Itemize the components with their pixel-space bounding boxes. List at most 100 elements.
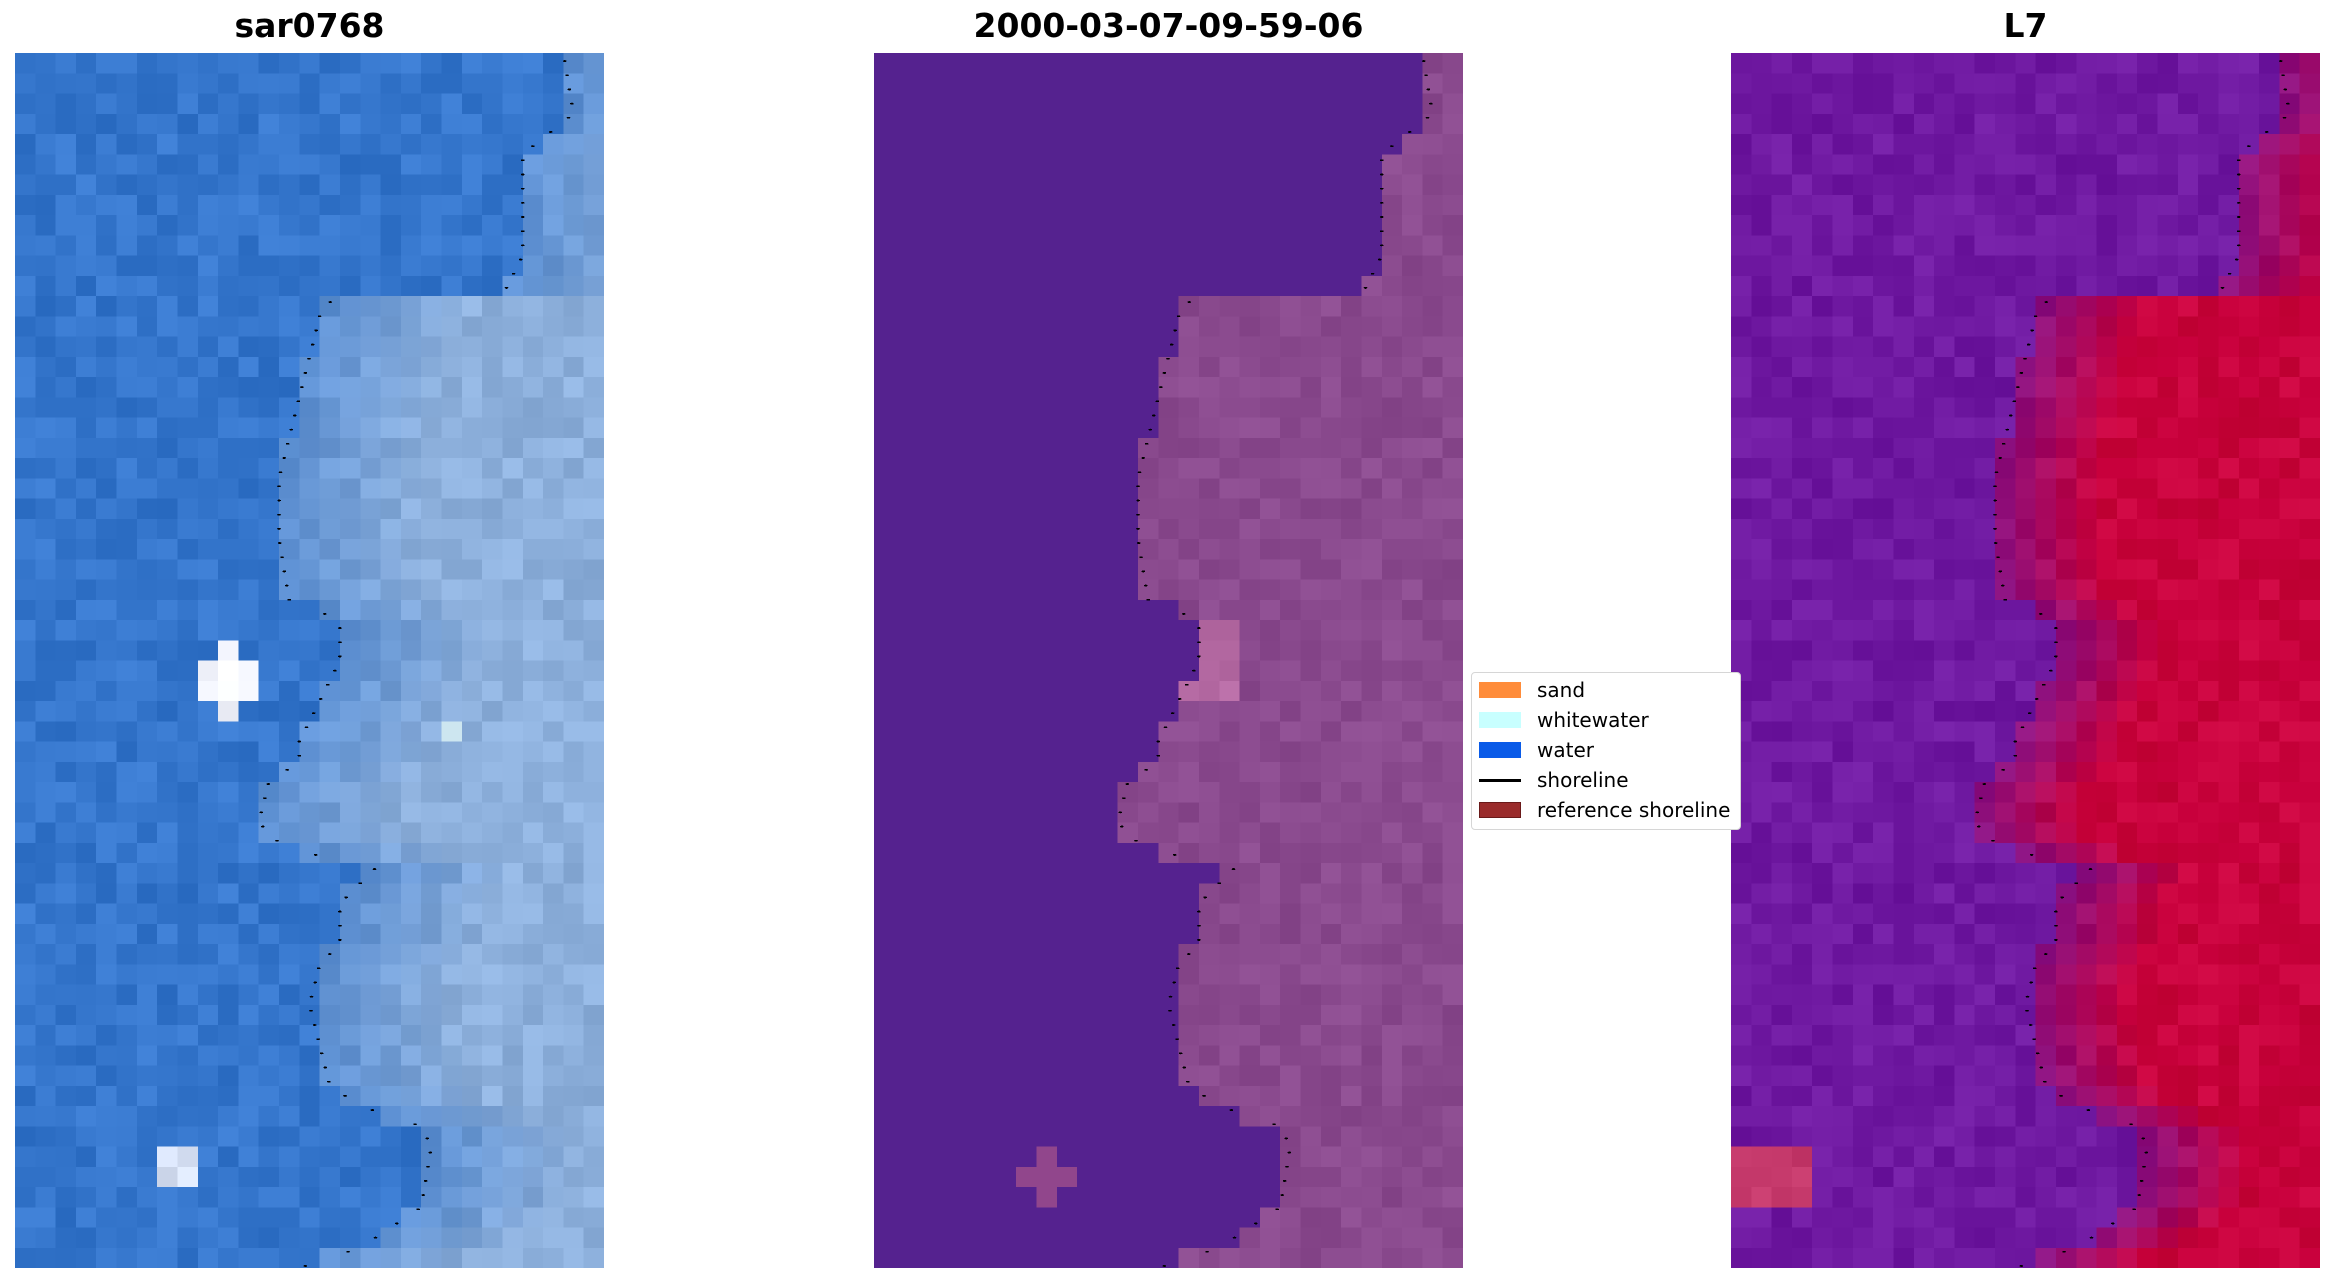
- pixel: [1036, 620, 1058, 641]
- pixel: [96, 579, 117, 601]
- pixel: [2076, 437, 2097, 459]
- pixel: [1791, 579, 1813, 601]
- pixel: [955, 842, 976, 864]
- pixel: [35, 113, 57, 135]
- pixel: [1300, 842, 1322, 864]
- pixel: [177, 923, 199, 945]
- pixel: [339, 1106, 361, 1127]
- pixel: [1259, 1207, 1281, 1228]
- pixel: [2015, 93, 2037, 115]
- pixel: [2157, 680, 2179, 702]
- pixel: [1138, 1207, 1159, 1228]
- pixel: [1077, 458, 1098, 479]
- pixel: [1280, 397, 1301, 418]
- pixel: [2055, 741, 2077, 763]
- pixel: [1036, 1025, 1058, 1046]
- pixel: [1893, 802, 1915, 823]
- pixel: [360, 518, 381, 540]
- pixel: [934, 1207, 956, 1228]
- pixel: [441, 215, 463, 236]
- pixel: [1995, 620, 2016, 641]
- pixel: [1219, 478, 1240, 499]
- pixel: [96, 377, 117, 398]
- pixel: [1219, 1004, 1240, 1026]
- pixel: [279, 984, 300, 1006]
- pixel: [279, 1187, 300, 1208]
- pixel: [1056, 397, 1078, 418]
- pixel: [2096, 498, 2118, 520]
- pixel: [400, 154, 422, 175]
- shoreline-dot: [309, 995, 314, 998]
- pixel: [380, 944, 402, 965]
- pixel: [2015, 215, 2037, 236]
- pixel: [15, 275, 36, 297]
- pixel: [15, 478, 36, 499]
- pixel: [995, 863, 1017, 884]
- pixel: [563, 1247, 585, 1268]
- pixel: [1954, 761, 1976, 783]
- pixel: [1812, 903, 1833, 925]
- pixel: [1320, 923, 1342, 945]
- pixel: [1974, 741, 1996, 763]
- pixel: [894, 802, 916, 823]
- pixel: [238, 478, 260, 499]
- pixel: [1934, 883, 1955, 904]
- pixel: [1158, 539, 1180, 560]
- pixel: [1097, 53, 1119, 74]
- pixel: [218, 1146, 239, 1168]
- pixel: [441, 964, 463, 985]
- pixel: [1158, 721, 1180, 742]
- pixel: [1178, 478, 1200, 499]
- pixel: [400, 903, 422, 925]
- pixel: [136, 417, 158, 439]
- shoreline-dot: [421, 1194, 426, 1197]
- pixel: [2035, 842, 2057, 864]
- pixel: [1791, 903, 1813, 925]
- pixel: [441, 1085, 463, 1107]
- pixel: [1995, 599, 2016, 621]
- pixel: [35, 680, 57, 702]
- pixel: [400, 944, 422, 965]
- pixel: [522, 944, 544, 965]
- pixel: [1381, 397, 1403, 418]
- pixel: [55, 559, 77, 580]
- pixel: [319, 174, 341, 196]
- pixel: [1036, 1146, 1058, 1168]
- pixel: [1361, 640, 1383, 661]
- shoreline-dot: [548, 131, 553, 133]
- pixel: [2096, 255, 2118, 277]
- pixel: [1974, 174, 1996, 196]
- pixel: [1731, 944, 1752, 965]
- pixel: [1117, 1247, 1139, 1268]
- pixel: [1158, 1106, 1180, 1127]
- pixel: [1341, 559, 1362, 580]
- pixel: [55, 154, 77, 175]
- pixel: [975, 883, 997, 904]
- pixel: [482, 1166, 503, 1188]
- pixel: [482, 174, 503, 196]
- pixel: [1974, 883, 1996, 904]
- pixel: [96, 174, 117, 196]
- pixel: [218, 1106, 239, 1127]
- pixel: [177, 640, 199, 661]
- pixel: [1300, 498, 1322, 520]
- pixel: [1954, 458, 1976, 479]
- pixel: [1791, 761, 1813, 783]
- pixel: [1934, 154, 1955, 175]
- pixel: [339, 498, 361, 520]
- pixel: [2157, 518, 2179, 540]
- pixel: [1036, 134, 1058, 155]
- shoreline-dot: [1231, 868, 1236, 870]
- pixel: [35, 1247, 57, 1268]
- pixel: [1812, 73, 1833, 94]
- pixel: [1198, 113, 1220, 135]
- pixel: [319, 1004, 341, 1026]
- pixel: [2299, 883, 2320, 904]
- pixel: [2076, 296, 2097, 317]
- pixel: [1832, 721, 1854, 742]
- pixel: [2096, 944, 2118, 965]
- pixel: [1036, 235, 1058, 256]
- pixel: [995, 640, 1017, 661]
- pixel: [1442, 134, 1463, 155]
- pixel: [2096, 761, 2118, 783]
